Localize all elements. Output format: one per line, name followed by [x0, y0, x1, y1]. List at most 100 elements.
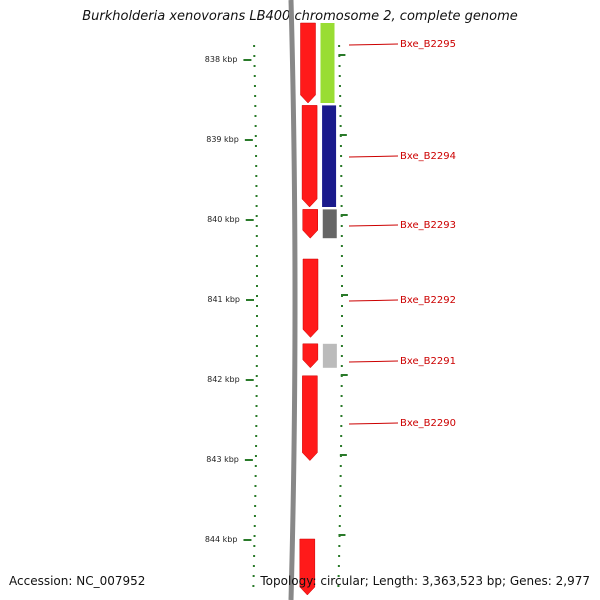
minor-tick-right [339, 505, 342, 507]
map-title: Burkholderia xenovorans LB400 chromosome… [82, 9, 518, 24]
accession-text: Accession: NC_007952 [9, 574, 146, 588]
minor-tick-left [254, 495, 257, 497]
minor-tick-right [339, 95, 342, 97]
minor-tick-left [255, 315, 258, 317]
minor-tick-right [338, 85, 341, 87]
right-major-tick [340, 294, 348, 296]
minor-tick-right [340, 415, 343, 417]
minor-tick-right [340, 355, 343, 357]
gene-label-leader [348, 155, 399, 158]
right-major-tick [338, 534, 346, 536]
right-major-tick [339, 134, 347, 136]
minor-tick-left [254, 145, 257, 147]
minor-tick-left [255, 365, 258, 367]
minor-tick-right [339, 495, 342, 497]
minor-tick-right [339, 125, 342, 127]
minor-tick-left [255, 285, 258, 287]
major-tick [245, 219, 254, 221]
minor-tick-right [340, 155, 343, 157]
minor-tick-left [255, 205, 258, 207]
minor-tick-left [255, 155, 258, 157]
minor-tick-right [339, 475, 342, 477]
minor-tick-right [338, 555, 341, 557]
minor-tick-left [255, 305, 258, 307]
minor-tick-left [255, 265, 258, 267]
minor-tick-right [340, 225, 343, 227]
minor-tick-left [255, 185, 258, 187]
gene-label: Bxe_B2295 [400, 39, 456, 50]
minor-tick-left [253, 55, 256, 57]
minor-tick-left [255, 385, 258, 387]
minor-tick-left [253, 545, 256, 547]
minor-tick-left [254, 475, 257, 477]
kbp-tick-label: 839 kbp [206, 135, 239, 144]
gene-label: Bxe_B2294 [400, 151, 456, 162]
minor-tick-left [255, 165, 258, 167]
minor-tick-right [340, 335, 343, 337]
minor-tick-left [255, 405, 258, 407]
minor-tick-left [254, 115, 257, 117]
minor-tick-left [255, 415, 258, 417]
minor-tick-right [338, 75, 341, 77]
major-tick [243, 59, 252, 61]
right-major-tick [340, 214, 348, 216]
minor-tick-right [340, 265, 343, 267]
minor-tick-right [340, 365, 343, 367]
minor-tick-right [340, 435, 343, 437]
minor-tick-right [340, 425, 343, 427]
minor-tick-right [340, 245, 343, 247]
minor-tick-left [255, 425, 258, 427]
minor-tick-left [255, 225, 258, 227]
minor-tick-left [252, 565, 255, 567]
gene-arrow [299, 538, 316, 596]
minor-tick-left [255, 375, 258, 377]
minor-tick-right [340, 165, 343, 167]
right-major-tick [339, 454, 347, 456]
minor-tick-right [340, 175, 343, 177]
gene-arrow [302, 209, 318, 239]
major-tick [243, 539, 252, 541]
minor-tick-left [255, 355, 258, 357]
minor-tick-right [340, 395, 343, 397]
minor-tick-right [340, 275, 343, 277]
gene-arrow [302, 375, 318, 461]
minor-tick-right [340, 255, 343, 257]
gene-arrow [302, 258, 319, 338]
minor-tick-left [253, 525, 256, 527]
minor-tick-right [338, 515, 341, 517]
right-major-tick [340, 374, 348, 376]
cds-feature [322, 209, 337, 239]
minor-tick-right [339, 105, 342, 107]
minor-tick-right [340, 185, 343, 187]
gene-label-leader [348, 43, 399, 46]
gene-label: Bxe_B2291 [400, 356, 456, 367]
minor-tick-left [254, 455, 257, 457]
minor-tick-left [255, 255, 258, 257]
kbp-tick-label: 843 kbp [206, 455, 239, 464]
gene-label-leader [348, 299, 399, 302]
minor-tick-right [339, 465, 342, 467]
minor-tick-right [340, 235, 343, 237]
right-major-tick [338, 54, 346, 56]
minor-tick-left [255, 195, 258, 197]
minor-tick-right [339, 485, 342, 487]
minor-tick-right [340, 345, 343, 347]
minor-tick-right [338, 525, 341, 527]
minor-tick-left [255, 435, 258, 437]
minor-tick-left [255, 325, 258, 327]
gene-label-leader [348, 360, 399, 363]
minor-tick-left [254, 125, 257, 127]
minor-tick-right [340, 205, 343, 207]
minor-tick-left [255, 235, 258, 237]
minor-tick-right [340, 325, 343, 327]
minor-tick-right [337, 565, 340, 567]
minor-tick-right [337, 575, 340, 577]
gene-label: Bxe_B2293 [400, 220, 456, 231]
minor-tick-left [255, 175, 258, 177]
minor-tick-left [254, 95, 257, 97]
minor-tick-left [252, 585, 255, 587]
gene-label: Bxe_B2290 [400, 418, 456, 429]
cds-feature [322, 105, 337, 207]
kbp-tick-label: 844 kbp [205, 535, 238, 544]
